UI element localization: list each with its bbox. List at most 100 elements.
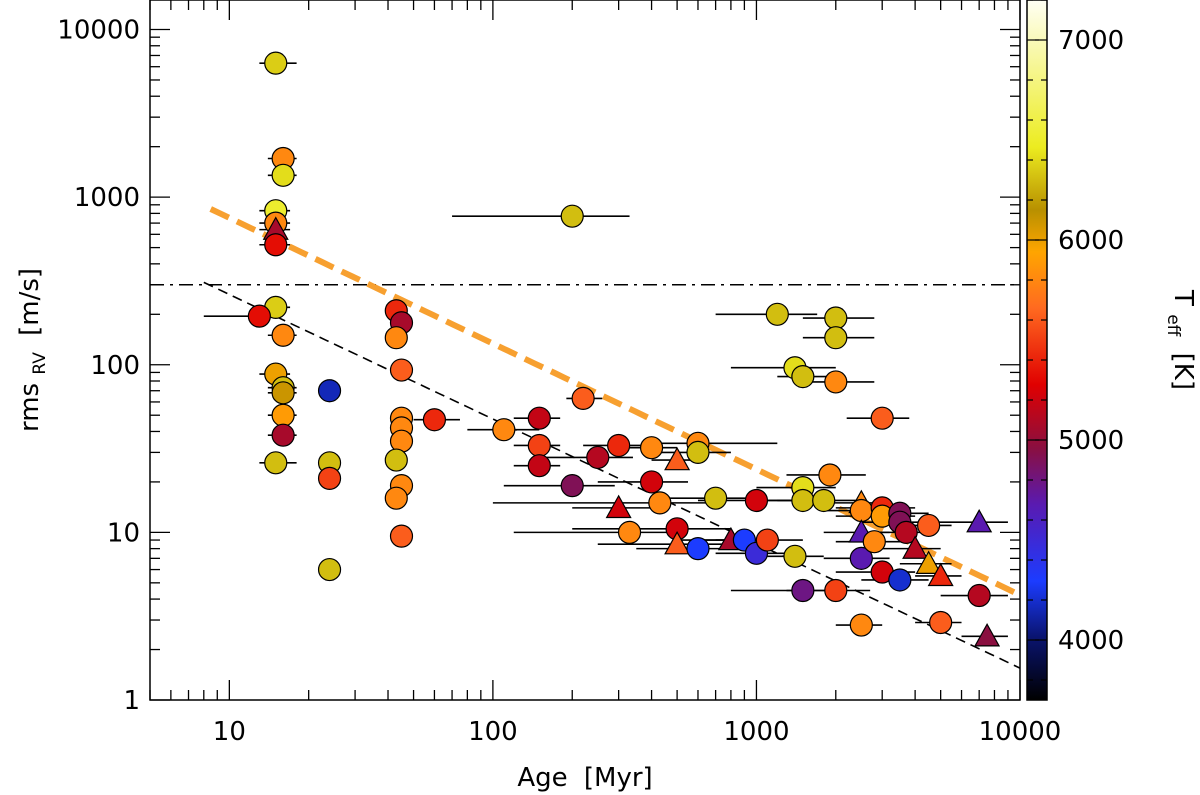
- data-point-circle: [812, 488, 836, 513]
- data-point-triangle: [966, 508, 993, 533]
- y-axis: 1 10 100 1000 10000: [57, 16, 1020, 716]
- data-point-circle: [317, 466, 342, 490]
- x-tick-label: 10000: [979, 717, 1062, 747]
- data-point-triangle: [927, 562, 954, 587]
- colorbar: [1026, 0, 1048, 701]
- data-point-circle: [527, 433, 551, 458]
- data-point-circle: [765, 302, 789, 326]
- data-point-circle: [686, 537, 710, 561]
- data-point-circle: [929, 610, 953, 635]
- data-point-circle: [422, 408, 447, 432]
- data-point-circle: [824, 370, 848, 394]
- data-point-circle: [849, 498, 873, 523]
- y-axis-label-unit: [m/s]: [15, 268, 45, 336]
- data-point-circle: [264, 51, 288, 75]
- x-axis-label-base: Age: [517, 763, 567, 793]
- data-point-triangle: [902, 535, 929, 559]
- data-point-circle: [967, 583, 991, 608]
- data-point-circle: [271, 423, 295, 447]
- colorbar-label: T eff [K]: [1161, 289, 1198, 390]
- data-point-circle: [271, 381, 295, 405]
- y-tick-label: 10000: [57, 16, 140, 46]
- data-point-circle: [894, 520, 918, 544]
- x-axis-label: Age [Myr]: [517, 763, 652, 793]
- data-point-circle: [317, 557, 342, 582]
- data-point-circle: [527, 406, 551, 430]
- data-point-circle: [744, 488, 769, 513]
- data-point-circle: [271, 323, 295, 347]
- data-point-circle: [791, 578, 815, 603]
- colorbar-tick-label: 4000: [1058, 626, 1124, 656]
- data-points: [247, 51, 1001, 647]
- y-axis-label-base: rms: [15, 383, 45, 432]
- data-point-circle: [264, 233, 288, 257]
- y-tick-label: 1: [123, 686, 140, 716]
- colorbar-label-unit: [K]: [1168, 353, 1198, 390]
- data-point-circle: [818, 463, 842, 487]
- y-axis-label: rms RV [m/s]: [15, 268, 52, 432]
- data-point-circle: [607, 433, 631, 458]
- data-point-circle: [586, 445, 610, 470]
- data-point-circle: [384, 326, 408, 350]
- data-point-circle: [870, 406, 894, 430]
- data-point-circle: [560, 474, 584, 498]
- data-point-circle: [824, 326, 848, 350]
- y-axis-label-sub: RV: [30, 352, 50, 375]
- data-point-triangle: [915, 550, 942, 574]
- data-point-circle: [264, 451, 288, 475]
- data-point-circle: [389, 358, 414, 382]
- data-point-circle: [492, 418, 516, 442]
- data-point-circle: [617, 520, 642, 544]
- plot-frame: [149, 0, 1021, 701]
- data-point-circle: [888, 568, 912, 592]
- colorbar-axis: 4000 5000 6000 7000: [1027, 0, 1124, 681]
- data-point-circle: [639, 470, 664, 494]
- data-point-circle: [317, 379, 342, 403]
- data-point-circle: [639, 436, 664, 460]
- colorbar-tick-label: 5000: [1058, 426, 1124, 456]
- x-tick-label: 10: [213, 717, 246, 747]
- mean-fit-curve: [209, 206, 1020, 598]
- data-point-circle: [791, 364, 815, 389]
- error-bars: [203, 62, 1008, 638]
- data-point-triangle: [664, 530, 691, 555]
- data-point-circle: [824, 578, 848, 603]
- data-point-circle: [560, 204, 584, 228]
- x-axis-label-unit: [Myr]: [584, 763, 653, 793]
- data-point-circle: [389, 524, 414, 548]
- fit-curves: [203, 206, 1020, 669]
- x-tick-label: 1000: [723, 717, 789, 747]
- lower-envelope-curve: [203, 281, 1020, 669]
- colorbar-label-base: T: [1168, 289, 1198, 306]
- data-point-circle: [384, 448, 408, 472]
- data-point-circle: [849, 613, 873, 637]
- data-point-circle: [755, 528, 779, 552]
- data-point-circle: [271, 403, 295, 427]
- y-tick-label: 10: [107, 518, 140, 548]
- data-point-circle: [247, 304, 271, 328]
- data-point-triangle: [664, 446, 691, 471]
- data-point-circle: [384, 486, 408, 510]
- colorbar-tick-label: 7000: [1058, 26, 1124, 56]
- colorbar-tick-label: 6000: [1058, 226, 1124, 256]
- data-point-circle: [271, 163, 295, 187]
- data-point-triangle: [974, 623, 1001, 647]
- data-point-circle: [862, 530, 886, 554]
- data-point-circle: [571, 386, 595, 410]
- data-point-circle: [686, 440, 710, 465]
- data-point-circle: [791, 488, 815, 513]
- data-point-circle: [704, 486, 728, 510]
- data-point-circle: [648, 491, 672, 515]
- y-tick-label: 100: [90, 351, 140, 381]
- x-tick-label: 100: [468, 717, 518, 747]
- y-tick-label: 1000: [74, 183, 140, 213]
- data-point-circle: [849, 546, 873, 570]
- data-point-circle: [783, 544, 807, 568]
- data-point-circle: [917, 513, 941, 538]
- data-point-triangle: [605, 494, 632, 519]
- x-axis: 10 100 1000 10000: [149, 0, 1062, 747]
- colorbar-label-sub: eff: [1163, 314, 1183, 337]
- data-point-circle: [824, 306, 848, 330]
- data-point-circle: [527, 454, 551, 478]
